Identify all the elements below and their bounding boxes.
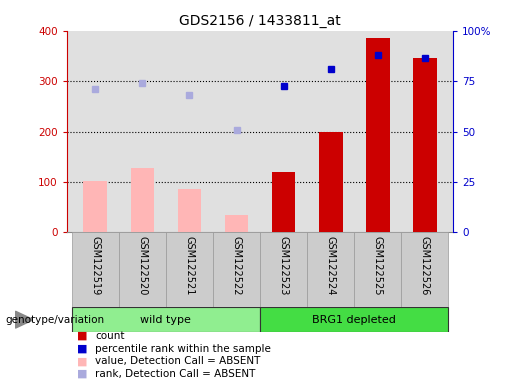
Text: ■: ■ bbox=[77, 356, 88, 366]
Bar bbox=[307, 232, 354, 307]
Text: GSM122520: GSM122520 bbox=[138, 236, 147, 295]
Text: GSM122519: GSM122519 bbox=[90, 236, 100, 295]
Bar bbox=[72, 307, 260, 332]
Text: genotype/variation: genotype/variation bbox=[5, 314, 104, 325]
Text: GSM122524: GSM122524 bbox=[325, 236, 336, 295]
Title: GDS2156 / 1433811_at: GDS2156 / 1433811_at bbox=[179, 14, 341, 28]
Text: GSM122526: GSM122526 bbox=[420, 236, 430, 295]
Bar bbox=[413, 58, 437, 232]
Bar bbox=[260, 307, 449, 332]
Text: rank, Detection Call = ABSENT: rank, Detection Call = ABSENT bbox=[95, 369, 255, 379]
Text: BRG1 depleted: BRG1 depleted bbox=[312, 314, 396, 325]
Bar bbox=[401, 232, 449, 307]
Bar bbox=[72, 232, 119, 307]
Text: ■: ■ bbox=[77, 344, 88, 354]
Text: percentile rank within the sample: percentile rank within the sample bbox=[95, 344, 271, 354]
Bar bbox=[213, 232, 260, 307]
Bar bbox=[130, 168, 154, 232]
Bar bbox=[354, 232, 401, 307]
Text: GSM122523: GSM122523 bbox=[279, 236, 288, 295]
Text: ■: ■ bbox=[77, 369, 88, 379]
Text: GSM122521: GSM122521 bbox=[184, 236, 195, 295]
Text: GSM122525: GSM122525 bbox=[373, 236, 383, 296]
Bar bbox=[260, 232, 307, 307]
Bar bbox=[178, 189, 201, 232]
Bar bbox=[366, 38, 390, 232]
Bar bbox=[225, 215, 248, 232]
Text: GSM122522: GSM122522 bbox=[232, 236, 242, 296]
Text: wild type: wild type bbox=[141, 314, 191, 325]
Bar bbox=[319, 131, 342, 232]
Text: ■: ■ bbox=[77, 331, 88, 341]
Text: value, Detection Call = ABSENT: value, Detection Call = ABSENT bbox=[95, 356, 261, 366]
Bar bbox=[119, 232, 166, 307]
Bar bbox=[83, 181, 107, 232]
Bar bbox=[272, 172, 296, 232]
Polygon shape bbox=[15, 311, 33, 328]
Text: count: count bbox=[95, 331, 125, 341]
Bar bbox=[166, 232, 213, 307]
